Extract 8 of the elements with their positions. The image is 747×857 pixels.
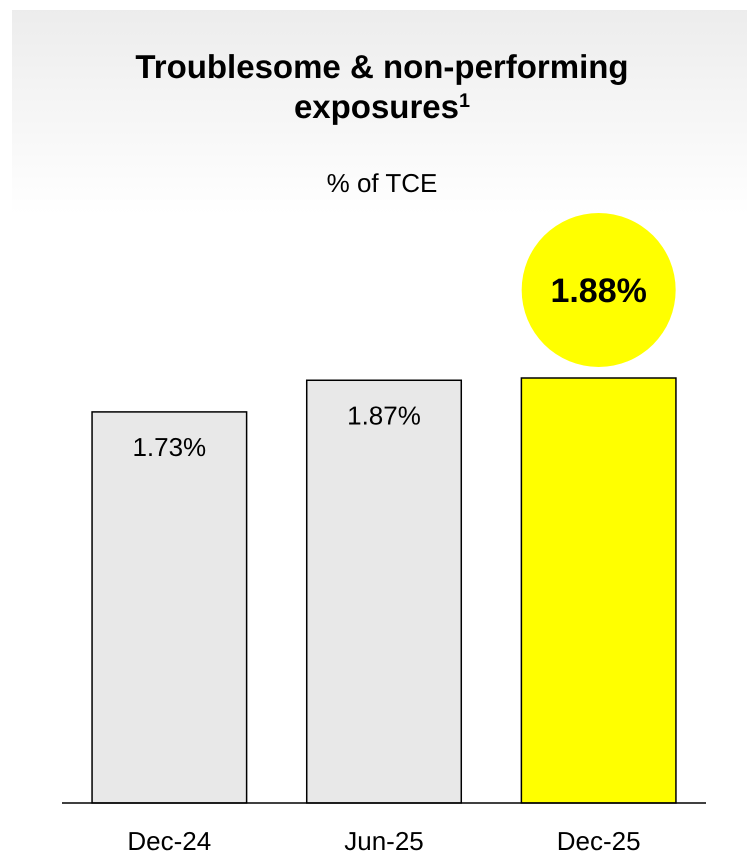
data-label: 1.87% — [347, 400, 421, 430]
chart-subtitle: % of TCE — [326, 168, 438, 198]
annotation: 1.88% — [550, 272, 647, 310]
data-label: 1.73% — [132, 432, 206, 462]
x-tick-label: Dec-24 — [127, 826, 212, 856]
chart-title: Troublesome & non-performing exposures$^{1}$ — [135, 48, 629, 125]
x-tick-label: Dec-25 — [556, 826, 641, 856]
x-tick-label: Jun-25 — [344, 826, 424, 856]
